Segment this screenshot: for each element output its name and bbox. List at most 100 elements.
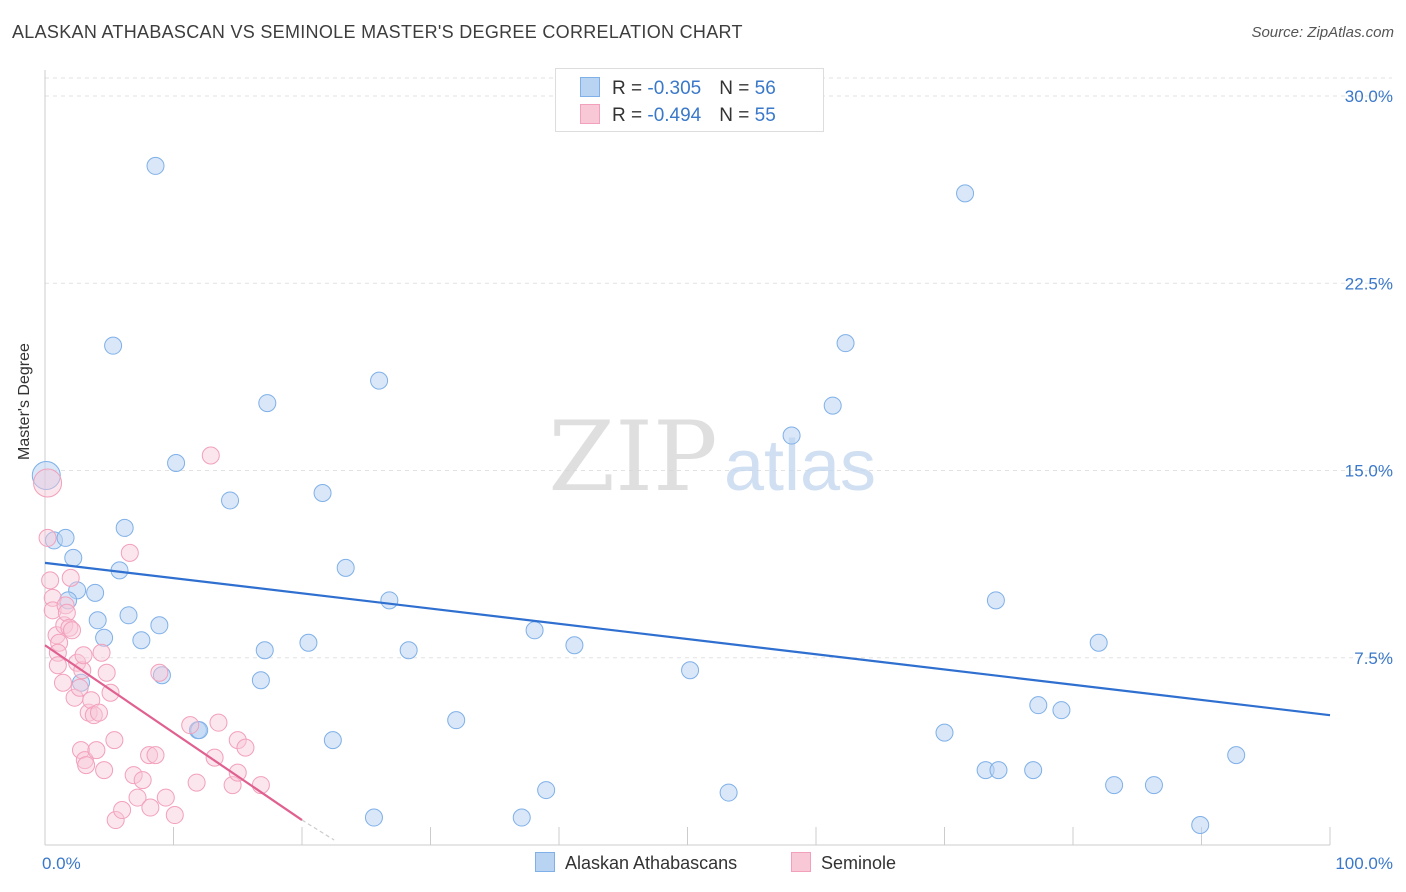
y-tick-label: 22.5%: [1345, 274, 1393, 293]
athabascan-point: [1024, 761, 1043, 780]
athabascan-point: [95, 628, 114, 647]
seminole-point: [62, 621, 81, 640]
seminole-legend-swatch: [791, 852, 811, 872]
athabascan-point: [299, 633, 318, 652]
seminole-point: [50, 633, 69, 652]
seminole-point: [120, 543, 139, 562]
bottom-legend-athabascan: Alaskan Athabascans: [535, 852, 737, 874]
legend-r-label: R =: [612, 78, 648, 99]
seminole-point: [146, 746, 165, 765]
athabascan-point: [1144, 776, 1163, 795]
athabascan-point: [115, 518, 134, 537]
watermark: ZIP atlas: [548, 401, 876, 513]
y-tick-label: 30.0%: [1345, 87, 1393, 106]
seminole-point: [92, 643, 111, 662]
legend-row-seminole: R = -0.494 N = 55: [580, 104, 776, 126]
seminole-point: [150, 663, 169, 682]
athabascan-point: [258, 394, 277, 413]
athabascan-point: [119, 606, 138, 625]
seminole-point: [205, 748, 224, 767]
athabascan-trend-line: [44, 561, 1331, 717]
seminole-point: [87, 741, 106, 760]
athabascan-point: [64, 548, 83, 567]
athabascan-point: [370, 371, 389, 390]
athabascan-point: [255, 641, 274, 660]
athabascan-point: [681, 661, 700, 680]
seminole-point: [141, 798, 160, 817]
athabascan-point: [146, 156, 165, 175]
bottom-legend-seminole: Seminole: [791, 852, 896, 874]
athabascan-point: [150, 616, 169, 635]
athabascan-point: [221, 491, 240, 510]
legend-n-value: 56: [754, 78, 776, 99]
trend-lines: [44, 561, 1331, 841]
athabascan-point: [986, 591, 1005, 610]
athabascan-point: [782, 426, 801, 445]
athabascan-point: [447, 711, 466, 730]
athabascan-point: [190, 721, 209, 740]
athabascan-point: [956, 184, 975, 203]
seminole-swatch: [580, 104, 600, 124]
athabascan-point: [719, 783, 738, 802]
athabascan-point: [104, 336, 123, 355]
seminole-point: [101, 683, 120, 702]
seminole-point: [89, 703, 108, 722]
grid-lines: [45, 77, 1392, 659]
seminole-point: [33, 468, 63, 498]
seminole-point: [187, 773, 206, 792]
athabascan-swatch: [580, 77, 600, 97]
legend-r-value: -0.494: [647, 105, 702, 126]
axes: [44, 70, 1331, 846]
seminole-point: [95, 761, 114, 780]
athabascan-point: [364, 808, 383, 827]
athabascan-point: [1089, 633, 1108, 652]
athabascan-legend-swatch: [535, 852, 555, 872]
seminole-point: [97, 663, 116, 682]
y-tick-label: 15.0%: [1345, 462, 1393, 481]
athabascan-point: [836, 334, 855, 353]
athabascan-point: [56, 528, 75, 547]
y-axis-label: Master's Degree: [16, 343, 33, 460]
athabascan-point: [512, 808, 531, 827]
athabascan-point: [167, 454, 186, 473]
athabascan-point: [323, 731, 342, 750]
legend-n-value: 55: [754, 105, 776, 126]
seminole-point: [133, 771, 152, 790]
athabascan-point: [31, 460, 61, 490]
seminole-point: [128, 788, 147, 807]
athabascan-point: [823, 396, 842, 415]
seminole-point: [140, 746, 159, 765]
athabascan-point: [935, 723, 954, 742]
athabascan-point: [1029, 696, 1048, 715]
seminole-point: [57, 603, 76, 622]
x-tick-label-min: 0.0%: [42, 854, 81, 873]
seminole-point: [124, 766, 143, 785]
athabascan-point: [380, 591, 399, 610]
legend-row-athabascan: R = -0.305 N = 56: [580, 77, 776, 99]
seminole-point: [156, 788, 175, 807]
athabascan-point: [336, 558, 355, 577]
seminole-point: [74, 646, 93, 665]
legend-n-label: N =: [719, 78, 755, 99]
legend-n-label: N =: [719, 105, 755, 126]
y-tick-label: 7.5%: [1354, 649, 1393, 668]
seminole-point: [113, 801, 132, 820]
seminole-point: [53, 673, 72, 692]
athabascan-point: [313, 483, 332, 502]
seminole-point: [41, 571, 60, 590]
tick-labels: 7.5% 15.0% 22.5% 30.0% 0.0% 100.0%: [42, 87, 1393, 873]
seminole-point: [56, 596, 75, 615]
seminole-point: [209, 713, 228, 732]
athabascan-point: [1227, 746, 1246, 765]
athabascan-point: [399, 641, 418, 660]
source-label: Source: ZipAtlas.com: [1251, 24, 1394, 41]
data-points: [31, 156, 1246, 835]
athabascan-point: [88, 611, 107, 630]
athabascan-point: [152, 666, 171, 685]
seminole-point: [181, 716, 200, 735]
seminole-point: [228, 763, 247, 782]
correlation-legend: R = -0.305 N = 56 R = -0.494 N = 55: [555, 68, 824, 132]
watermark-atlas: atlas: [724, 426, 876, 506]
seminole-trend-line: [44, 644, 303, 821]
